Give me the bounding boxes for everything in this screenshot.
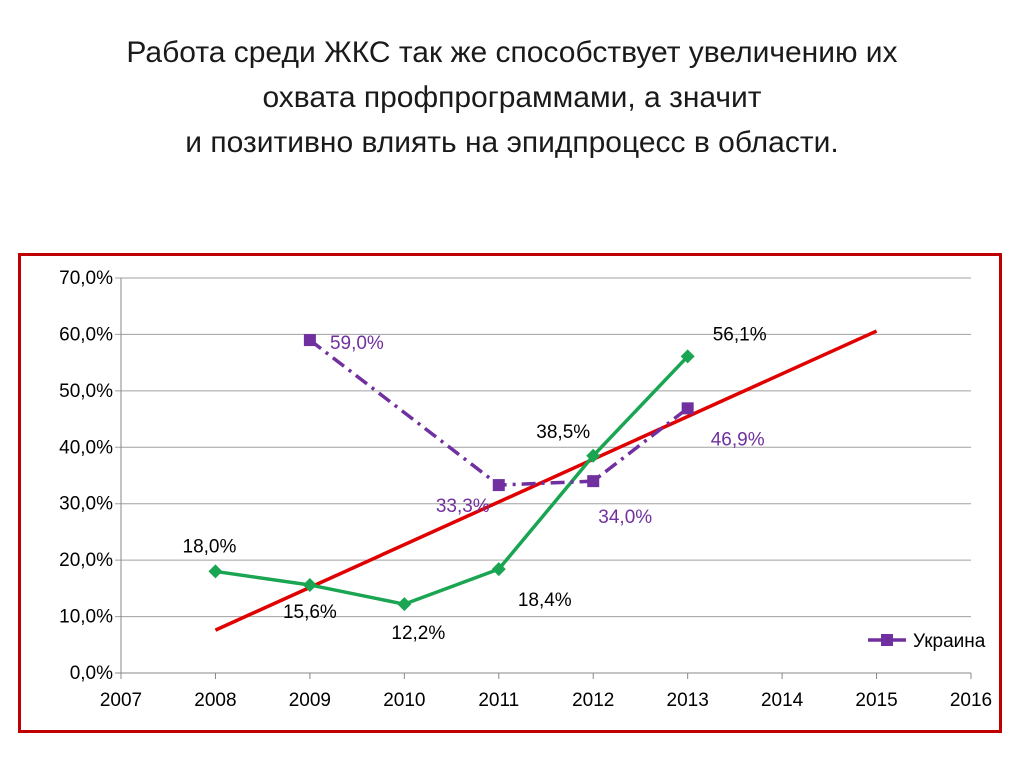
series-line-1 [308, 338, 689, 487]
legend-marker [881, 634, 893, 646]
chart-frame: 0,0% 10,0% 20,0% 30,0% 40,0% 50,0% 60,0% 70,0% 2… [18, 253, 1002, 733]
data-point-marker [491, 562, 506, 577]
data-point-marker [302, 577, 317, 592]
data-label: 46,9% [711, 429, 765, 450]
data-point-marker [587, 475, 600, 488]
data-label: 18,4% [518, 590, 572, 611]
x-tick-label: 2010 [383, 690, 425, 711]
data-label: 12,2% [391, 623, 445, 644]
data-label: 15,6% [283, 602, 337, 623]
data-point-marker [680, 349, 695, 364]
slide-title: Работа среди ЖКС так же способствует уве… [40, 30, 984, 165]
title-line-3: и позитивно влиять на эпидпроцесс в обла… [185, 126, 839, 159]
y-tick-label: 60,0% [59, 324, 113, 345]
data-label: 59,0% [330, 333, 384, 354]
data-point-marker [586, 448, 601, 463]
x-tick-label: 2007 [100, 690, 142, 711]
x-tick-label: 2009 [289, 690, 331, 711]
x-tick-label: 2015 [855, 690, 897, 711]
series-line-0 [215, 355, 689, 606]
data-point-marker [208, 564, 223, 579]
x-tick-label: 2011 [478, 690, 519, 711]
x-tick-label: 2014 [761, 690, 804, 711]
y-tick-label: 40,0% [59, 437, 113, 458]
data-point-marker [681, 402, 694, 415]
y-tick-label: 20,0% [59, 550, 113, 571]
data-label: 38,5% [536, 422, 590, 443]
y-tick-label: 30,0% [59, 494, 113, 515]
y-tick-label: 10,0% [59, 607, 113, 628]
title-line-1: Работа среди ЖКС так же способствует уве… [126, 36, 898, 69]
title-line-2: охвата профпрограммами, а значит [262, 81, 762, 114]
legend-label: Украина [913, 631, 986, 652]
data-label: 33,3% [436, 496, 490, 517]
x-tick-label: 2008 [194, 690, 236, 711]
x-tick-label: 2013 [667, 690, 709, 711]
data-point-marker [492, 479, 505, 492]
data-point-marker [303, 334, 316, 347]
line-chart: 0,0% 10,0% 20,0% 30,0% 40,0% 50,0% 60,0% 70,0% 2… [59, 268, 992, 711]
x-tick-label: 2012 [572, 690, 614, 711]
data-label: 34,0% [598, 507, 652, 528]
x-tick-label: 2016 [950, 690, 992, 711]
trendline [214, 329, 878, 632]
data-point-marker [397, 597, 412, 612]
y-tick-label: 50,0% [59, 381, 113, 402]
data-label: 18,0% [183, 536, 237, 557]
data-label: 56,1% [713, 324, 767, 345]
y-tick-label: 0,0% [70, 663, 113, 684]
y-tick-label: 70,0% [59, 268, 113, 289]
